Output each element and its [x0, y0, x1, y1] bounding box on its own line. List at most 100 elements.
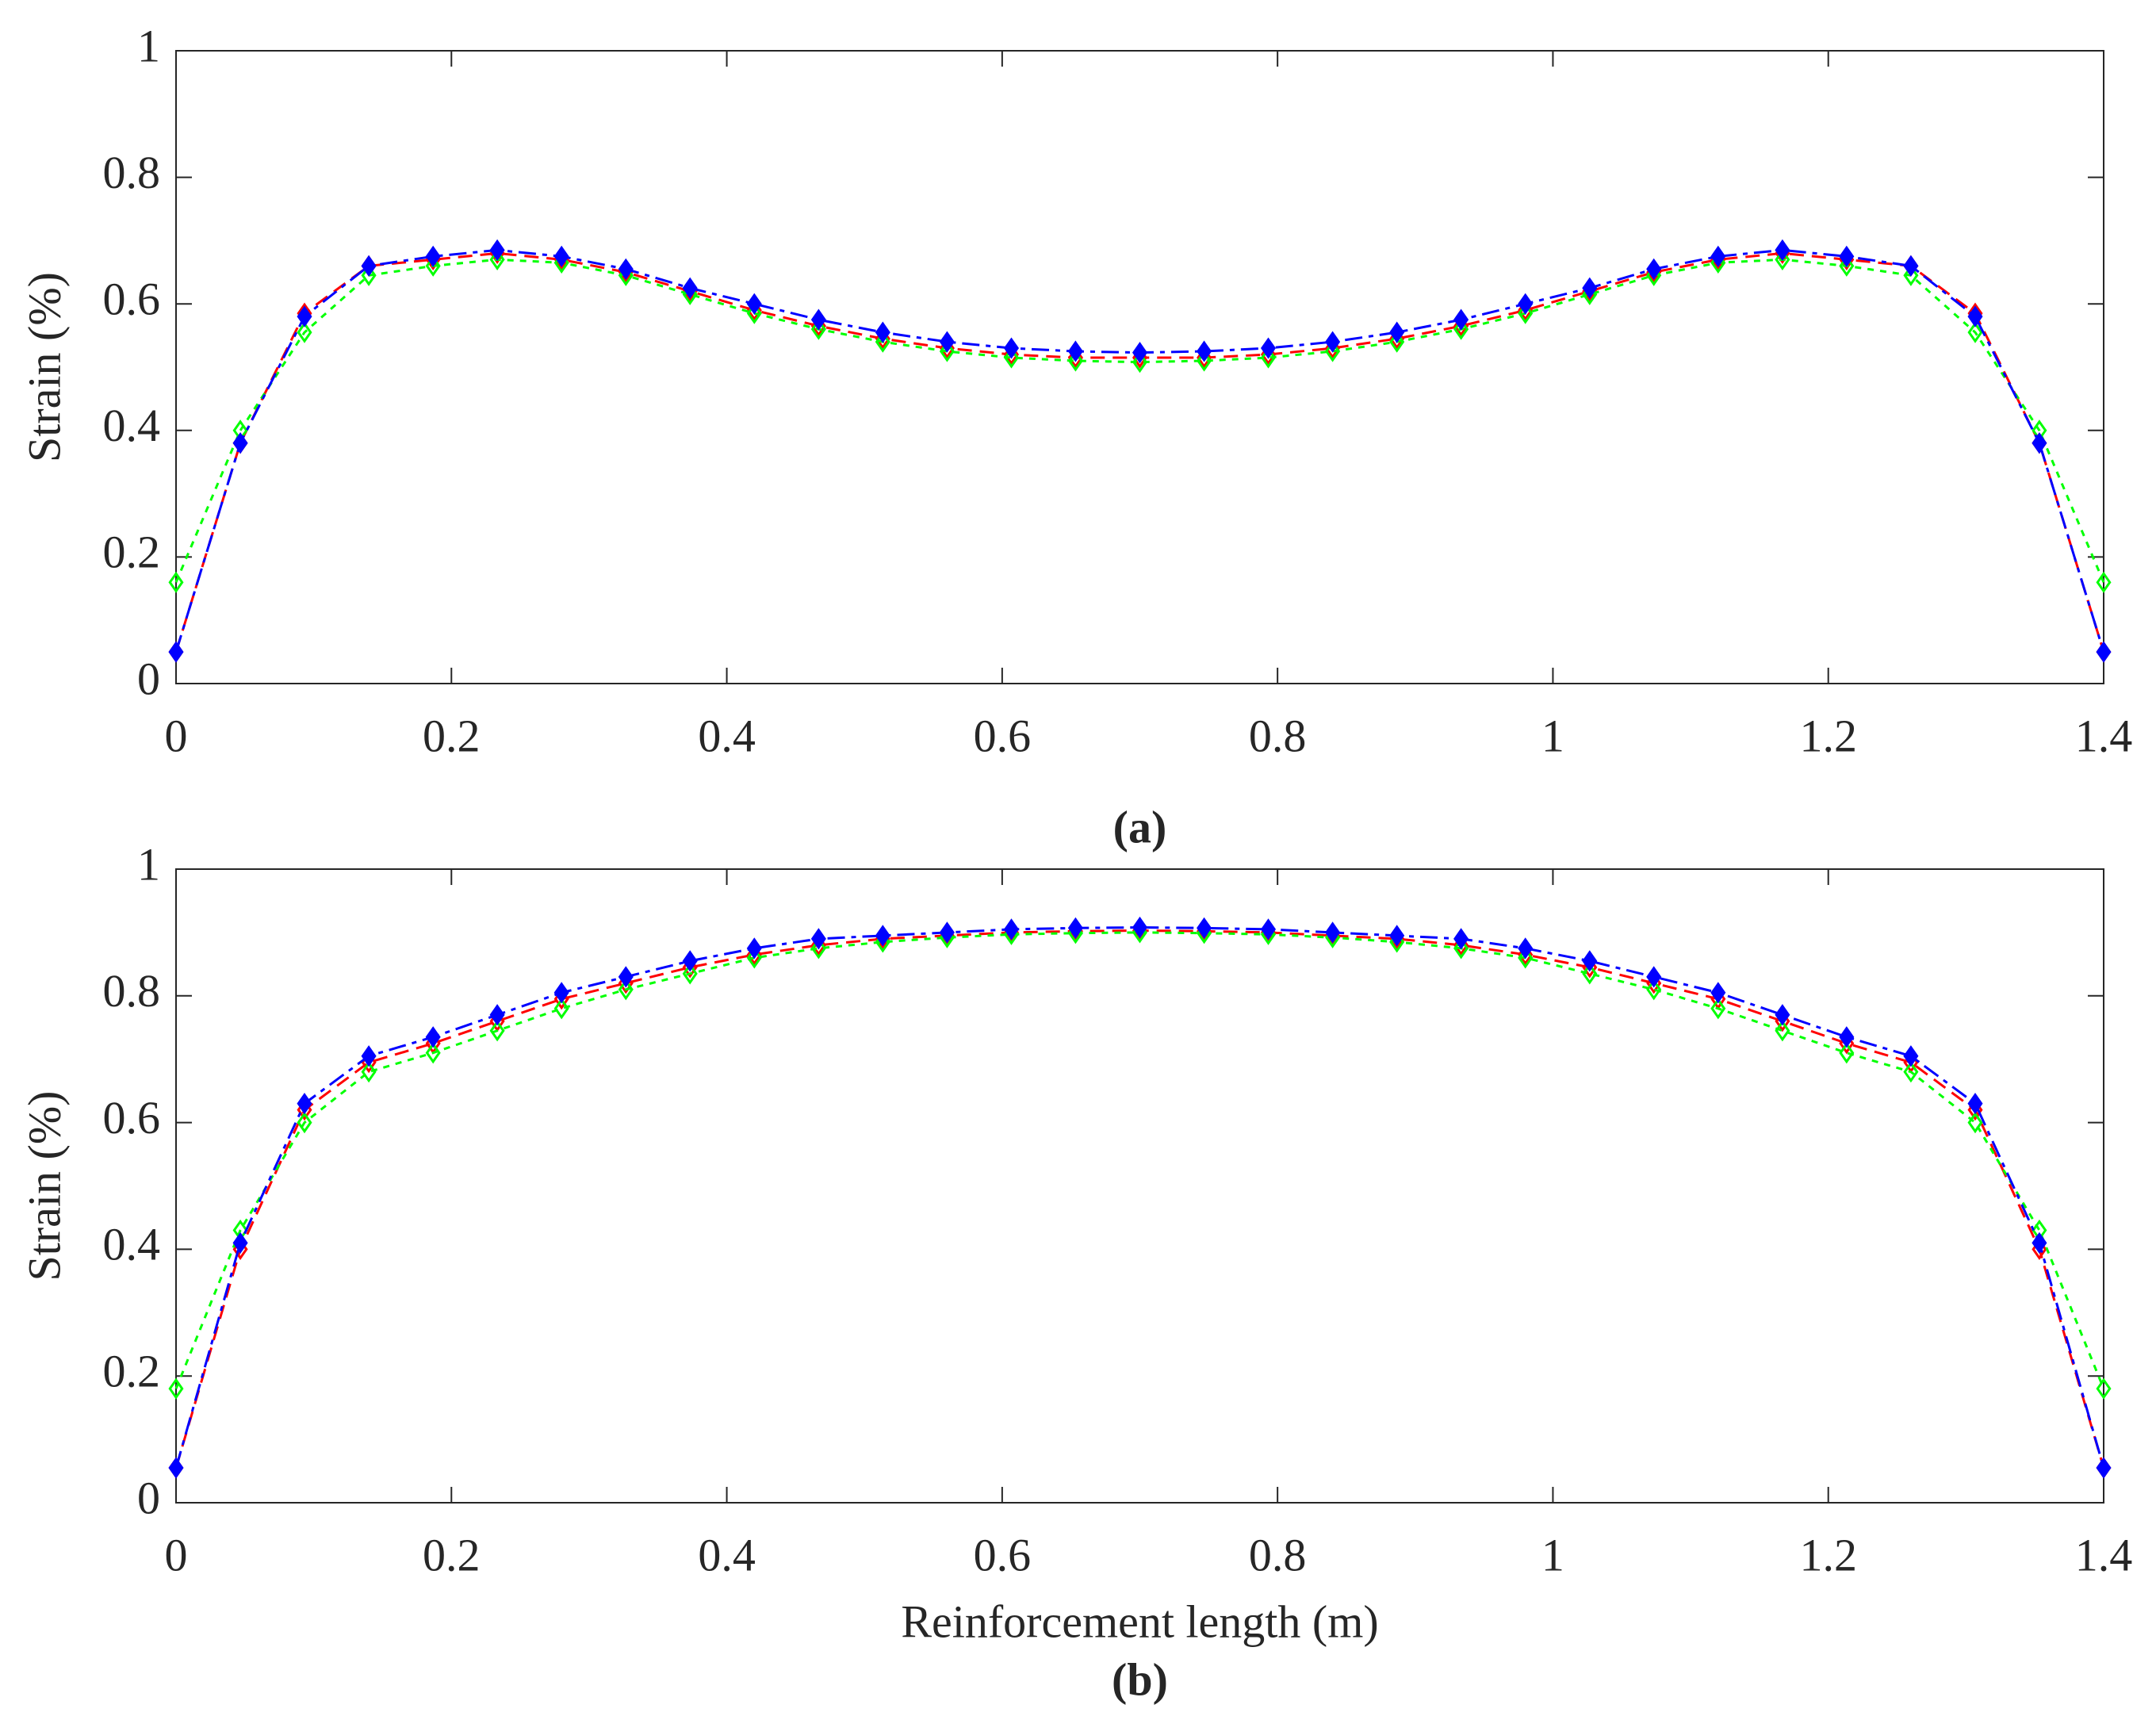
marker [1132, 916, 1148, 939]
marker [1967, 1111, 1983, 1134]
x-tick-label: 0.2 [423, 1529, 481, 1580]
x-tick-label: 0.2 [423, 710, 481, 761]
marker [618, 966, 634, 988]
marker [361, 264, 377, 286]
marker [361, 255, 377, 277]
marker [1389, 925, 1405, 947]
marker [1646, 966, 1662, 988]
x-tick-label: 0.6 [974, 1529, 1032, 1580]
marker [1453, 937, 1469, 960]
marker [1453, 318, 1469, 340]
marker [1967, 1093, 1983, 1115]
marker [1260, 347, 1277, 369]
marker [2096, 1377, 2112, 1400]
marker [1775, 1020, 1790, 1042]
marker [746, 937, 762, 960]
marker [2032, 432, 2047, 454]
marker [1197, 917, 1212, 939]
marker [1260, 337, 1277, 359]
x-tick-label: 1.4 [2075, 710, 2133, 761]
marker [875, 321, 890, 343]
y-tick-label: 0.4 [103, 1219, 161, 1270]
marker [1775, 239, 1790, 261]
marker [1325, 331, 1341, 353]
marker [297, 305, 312, 328]
marker [875, 331, 890, 353]
marker [489, 239, 505, 261]
y-axis-label: Strain (%) [18, 272, 70, 462]
marker [618, 979, 634, 1001]
marker [939, 340, 955, 362]
marker [682, 950, 698, 972]
x-tick-label: 1.2 [1799, 710, 1857, 761]
x-tick-label: 1.4 [2075, 1529, 2133, 1580]
marker [618, 258, 634, 280]
marker [1325, 921, 1341, 944]
marker [1389, 331, 1405, 353]
marker [1775, 1004, 1790, 1026]
marker [682, 963, 698, 985]
marker [1518, 947, 1534, 969]
marker [810, 318, 826, 340]
marker [1775, 248, 1790, 270]
marker [746, 947, 762, 969]
marker [168, 641, 184, 663]
marker [1518, 937, 1534, 960]
marker [1967, 305, 1983, 328]
marker [939, 921, 955, 944]
marker [1197, 350, 1212, 372]
marker [875, 925, 890, 947]
marker [425, 1026, 441, 1048]
marker [1197, 340, 1212, 362]
marker [1710, 245, 1726, 267]
marker [1710, 982, 1726, 1004]
marker [1067, 340, 1083, 362]
y-tick-label: 0.6 [103, 1092, 161, 1143]
y-tick-label: 0.8 [103, 147, 161, 198]
marker [361, 1061, 377, 1083]
marker [1132, 351, 1148, 373]
marker [1003, 918, 1020, 940]
plot-frame [175, 868, 2104, 1504]
marker [2096, 641, 2112, 663]
y-tick-label: 0 [137, 653, 160, 704]
marker [2032, 1232, 2047, 1255]
y-tick-label: 0.4 [103, 400, 161, 451]
x-tick-label: 0 [165, 1529, 188, 1580]
series-line [174, 926, 2105, 1469]
series-line [174, 929, 2105, 1469]
marker [1260, 918, 1277, 940]
series-line [174, 931, 2105, 1389]
y-axis-label: Strain (%) [18, 1091, 70, 1281]
marker [168, 1457, 184, 1479]
marker [232, 432, 248, 454]
marker [1839, 245, 1855, 267]
marker [810, 308, 826, 331]
marker [1839, 1026, 1855, 1048]
marker [1132, 342, 1148, 364]
marker [168, 1377, 184, 1400]
chart-title: (a) [1113, 801, 1167, 852]
marker [1325, 340, 1341, 362]
marker [1903, 255, 1919, 277]
series-line [174, 258, 2105, 583]
marker [810, 928, 826, 950]
x-tick-label: 0 [165, 710, 188, 761]
marker [2096, 1457, 2112, 1479]
marker [361, 1045, 377, 1067]
marker [1967, 321, 1983, 343]
x-tick-label: 0.4 [698, 710, 756, 761]
marker [1453, 308, 1469, 331]
marker [682, 277, 698, 299]
series-line [174, 251, 2105, 653]
y-tick-label: 0.2 [103, 527, 161, 578]
y-tick-label: 1 [137, 838, 160, 890]
y-tick-label: 0.8 [103, 965, 161, 1017]
marker [489, 1004, 505, 1026]
marker [1646, 258, 1662, 280]
marker [1582, 277, 1598, 299]
marker [297, 321, 312, 343]
marker [297, 1111, 312, 1134]
marker [1903, 1061, 1919, 1083]
